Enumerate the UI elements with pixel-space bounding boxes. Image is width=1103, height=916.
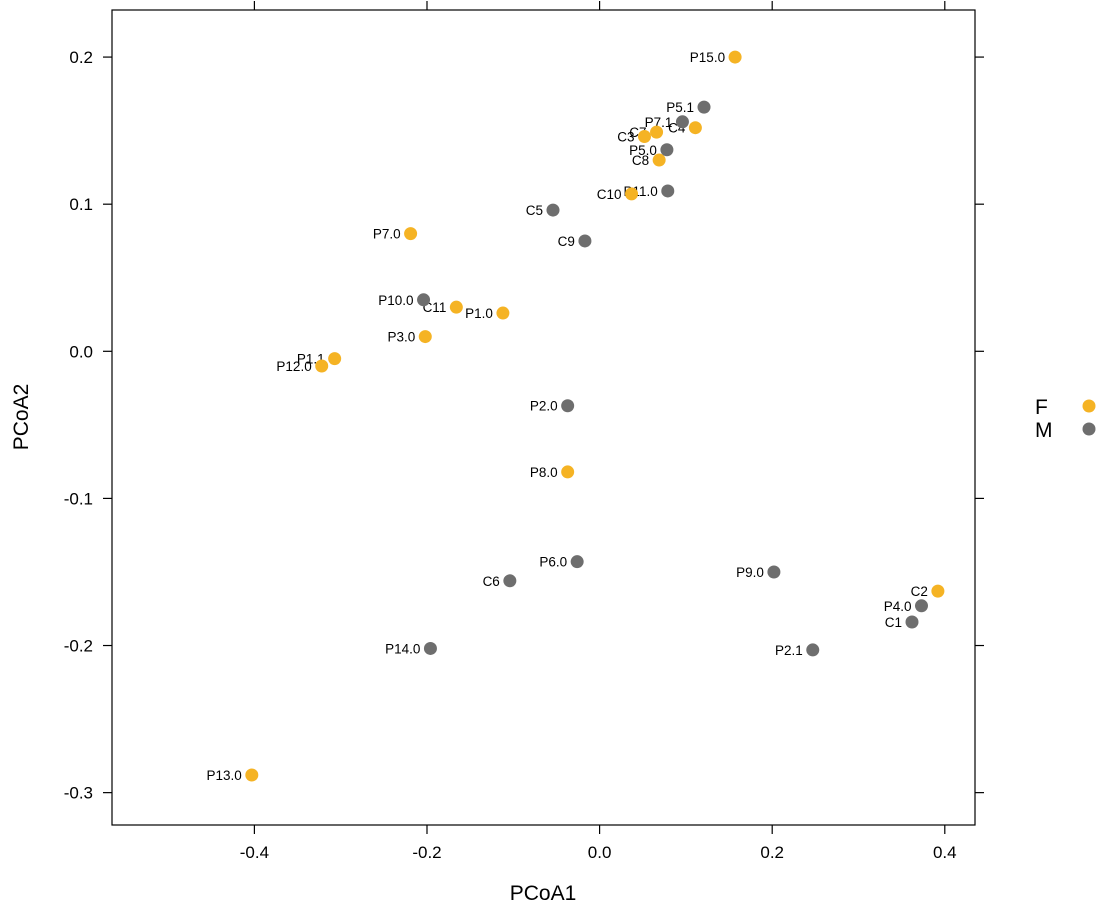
point-label: P3.0 — [387, 330, 415, 345]
point-label: P5.0 — [629, 143, 657, 158]
scatter-point — [637, 130, 651, 144]
point-label: C3 — [617, 130, 634, 145]
plot-frame — [111, 9, 976, 826]
scatter-point — [245, 768, 259, 782]
x-tick-label: 0.2 — [760, 843, 784, 862]
point-label: P7.1 — [645, 115, 673, 130]
point-label: P10.0 — [378, 293, 413, 308]
scatter-point — [650, 125, 664, 139]
legend-swatch — [1082, 422, 1096, 436]
scatter-point — [418, 330, 432, 344]
scatter-point — [660, 143, 674, 157]
legend: FM — [1035, 396, 1096, 442]
scatter-point — [728, 50, 742, 64]
scatter-point — [661, 184, 675, 198]
x-tick-label: -0.4 — [240, 843, 269, 862]
y-axis-title: PCoA2 — [10, 384, 33, 451]
scatter-point — [404, 227, 418, 241]
scatter-point — [328, 352, 342, 366]
legend-swatch — [1082, 399, 1096, 413]
scatter-point — [561, 399, 575, 413]
x-tick-label: -0.2 — [412, 843, 441, 862]
point-label: P1.0 — [465, 306, 493, 321]
point-label: C8 — [632, 153, 649, 168]
legend-label: F — [1035, 396, 1048, 419]
scatter-point — [652, 153, 666, 167]
scatter-point — [697, 100, 711, 114]
point-label: P12.0 — [276, 359, 311, 374]
y-tick-label: -0.2 — [64, 637, 93, 656]
axis-ticks: -0.4 -0.2 0.0 0.2 0.4 0.2 0.1 0.0 -0.1 -0.2 -0.3 — [64, 1, 984, 862]
scatter-point — [931, 584, 945, 598]
point-label: P2.1 — [775, 643, 803, 658]
point-label: C2 — [911, 584, 928, 599]
scatter-point — [546, 203, 560, 217]
y-tick-label: 0.0 — [69, 342, 93, 361]
y-tick-label: 0.1 — [69, 195, 93, 214]
scatter-point — [767, 565, 781, 579]
point-label: P15.0 — [690, 50, 725, 65]
scatter-point — [315, 359, 329, 373]
scatter-point — [625, 187, 639, 201]
scatter-point — [496, 306, 510, 320]
scatter-point — [417, 293, 431, 307]
scatter-point — [449, 300, 463, 314]
legend-label: M — [1035, 419, 1053, 442]
scatter-point — [675, 115, 689, 129]
scatter-point — [570, 555, 584, 569]
x-axis-title: PCoA1 — [510, 882, 577, 905]
x-tick-label: 0.0 — [588, 843, 612, 862]
scatter-point — [905, 615, 919, 629]
scatter-point — [561, 465, 575, 479]
scatter-point — [578, 234, 592, 248]
scatter-point — [423, 641, 437, 655]
data-points — [245, 50, 945, 782]
point-label: C9 — [558, 234, 575, 249]
point-label: P9.0 — [736, 565, 764, 580]
point-label: P13.0 — [207, 768, 242, 783]
x-tick-label: 0.4 — [933, 843, 957, 862]
point-label: P8.0 — [530, 465, 558, 480]
scatter-point — [806, 643, 820, 657]
point-label: P2.0 — [530, 399, 558, 414]
scatter-point — [914, 599, 928, 613]
point-label: C5 — [526, 203, 543, 218]
point-label: C1 — [885, 615, 902, 630]
y-tick-label: 0.2 — [69, 48, 93, 67]
y-tick-label: -0.1 — [64, 489, 93, 508]
point-label: P14.0 — [385, 641, 420, 656]
point-label: C10 — [597, 187, 622, 202]
point-label: P7.0 — [373, 227, 401, 242]
point-label: P4.0 — [884, 599, 912, 614]
scatter-point — [503, 574, 517, 588]
scatter-point — [688, 121, 702, 135]
point-label: P6.0 — [539, 555, 567, 570]
point-label: C6 — [483, 574, 500, 589]
point-label: P5.1 — [666, 100, 694, 115]
y-tick-label: -0.3 — [64, 784, 93, 803]
